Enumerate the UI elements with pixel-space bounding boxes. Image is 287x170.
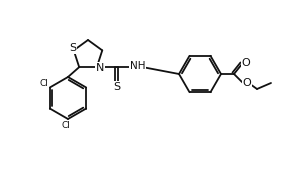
Text: O: O xyxy=(242,58,250,68)
Text: Cl: Cl xyxy=(39,79,48,88)
Text: S: S xyxy=(113,82,120,92)
Text: N: N xyxy=(96,63,104,73)
Text: Cl: Cl xyxy=(62,122,70,131)
Text: O: O xyxy=(243,78,251,88)
Text: NH: NH xyxy=(130,61,146,71)
Text: S: S xyxy=(69,43,76,53)
